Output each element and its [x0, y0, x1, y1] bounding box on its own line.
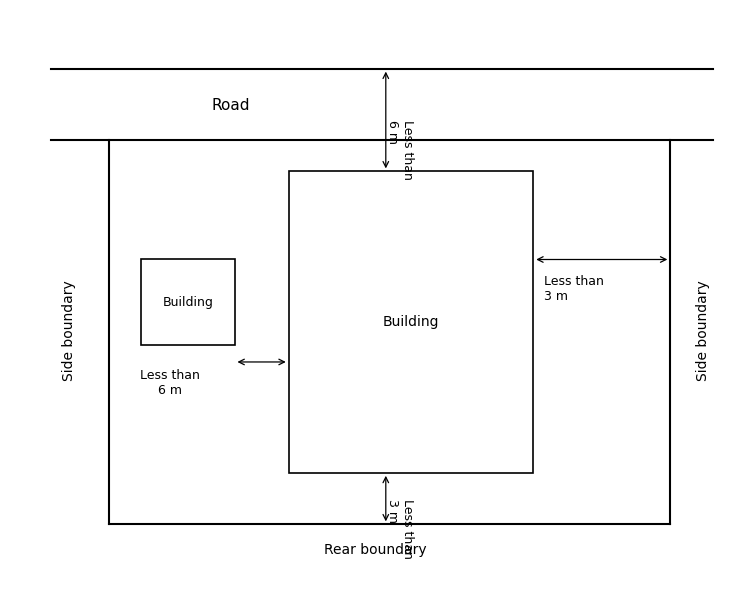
Text: Building: Building: [382, 315, 439, 329]
Text: Side boundary: Side boundary: [62, 280, 76, 381]
Text: Rear boundary: Rear boundary: [324, 543, 426, 557]
Bar: [141, 260, 235, 345]
Text: Side boundary: Side boundary: [695, 280, 709, 381]
Text: Building: Building: [162, 296, 213, 309]
Text: Less than
6 m: Less than 6 m: [140, 369, 200, 397]
Text: Road: Road: [211, 98, 250, 113]
Text: Less than
6 m: Less than 6 m: [386, 120, 414, 180]
Bar: [289, 171, 533, 473]
Text: Less than
3 m: Less than 3 m: [386, 499, 414, 559]
Text: Less than
3 m: Less than 3 m: [544, 275, 604, 304]
